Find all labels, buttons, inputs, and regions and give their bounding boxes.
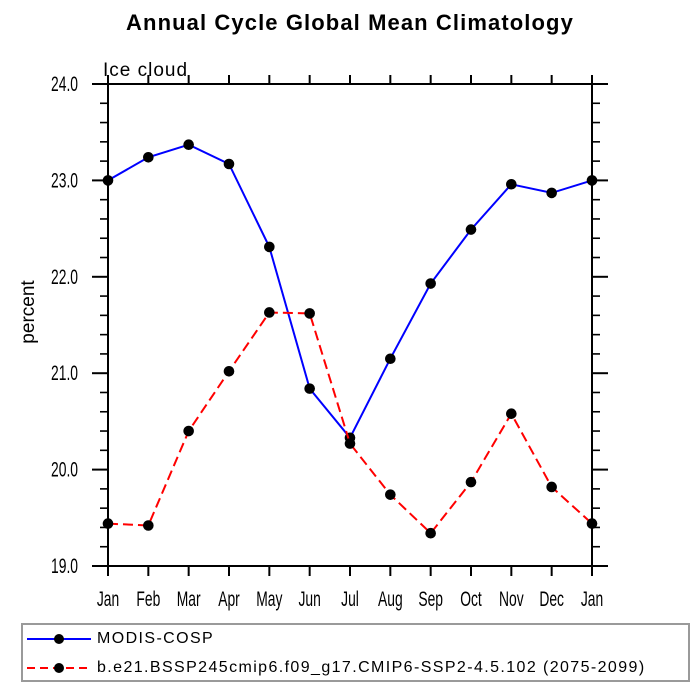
legend-label: MODIS-COSP xyxy=(97,630,215,647)
x-axis-tick-label: Jan xyxy=(581,587,603,611)
data-point xyxy=(385,353,396,365)
data-point xyxy=(223,365,235,377)
y-axis-tick-label: 23.0 xyxy=(51,169,78,193)
data-point xyxy=(102,518,114,529)
y-axis-tick-label: 19.0 xyxy=(51,554,78,578)
x-axis-tick-label: Aug xyxy=(378,587,403,611)
data-point xyxy=(264,307,275,318)
x-axis-tick-label: Jun xyxy=(298,587,320,611)
legend: MODIS-COSP b.e21.BSSP245cmip6.f09_g17.CMI… xyxy=(21,623,690,682)
y-axis-tick-label: 21.0 xyxy=(51,361,78,385)
y-axis-tick-label: 24.0 xyxy=(51,72,78,96)
data-point xyxy=(183,139,194,151)
series-markers-1 xyxy=(102,307,598,539)
y-axis-title: percent xyxy=(18,280,39,344)
series-markers-0 xyxy=(102,139,598,444)
data-point xyxy=(183,425,194,437)
series-line-1 xyxy=(107,311,593,535)
x-axis-labels: Jan Feb Mar Apr May Jun Jul Aug Sep Oct Nov Dec Jan xyxy=(97,587,603,611)
data-point xyxy=(143,520,154,531)
y-axis-tick-label: 20.0 xyxy=(51,458,78,482)
y-major-ticks xyxy=(92,83,608,567)
data-point xyxy=(344,438,356,449)
x-axis-tick-label: Apr xyxy=(218,587,240,611)
x-axis-tick-label: Sep xyxy=(418,587,443,611)
data-point xyxy=(385,489,396,500)
legend-label: b.e21.BSSP245cmip6.f09_g17.CMIP6-SSP2-4.… xyxy=(97,659,646,676)
data-point xyxy=(223,158,235,170)
data-point xyxy=(546,481,557,493)
data-point xyxy=(304,308,315,319)
chart-title: Annual Cycle Global Mean Climatology xyxy=(126,10,574,35)
legend-item: MODIS-COSP xyxy=(27,628,214,650)
series-line-0 xyxy=(107,143,593,440)
y-axis-tick-label: 22.0 xyxy=(51,265,78,289)
data-point xyxy=(304,383,315,394)
x-axis-tick-label: Mar xyxy=(177,587,201,611)
x-axis-tick-label: Oct xyxy=(460,587,482,611)
data-point xyxy=(546,187,557,199)
legend-item: b.e21.BSSP245cmip6.f09_g17.CMIP6-SSP2-4.… xyxy=(27,657,646,679)
data-point xyxy=(102,175,114,186)
x-axis-tick-label: Jul xyxy=(341,587,359,611)
data-point xyxy=(425,527,436,539)
x-axis-tick-label: Feb xyxy=(136,587,160,611)
legend-marker xyxy=(54,663,64,673)
x-axis-tick-label: May xyxy=(256,587,282,611)
data-point xyxy=(586,518,598,529)
data-point xyxy=(465,476,477,488)
plot-frame xyxy=(107,83,593,567)
x-axis-tick-label: Dec xyxy=(539,587,564,611)
legend-line-sample xyxy=(27,663,91,673)
plot-subtitle: Ice cloud xyxy=(103,60,188,81)
x-ticks xyxy=(107,75,593,576)
data-point xyxy=(425,278,436,289)
legend-marker xyxy=(54,634,64,644)
data-point xyxy=(143,151,154,163)
data-point xyxy=(264,241,275,253)
legend-line-sample xyxy=(27,634,91,644)
x-axis-tick-label: Nov xyxy=(499,587,524,611)
data-point xyxy=(465,224,477,235)
y-minor-ticks xyxy=(100,102,600,548)
y-axis-labels: 19.0 20.0 21.0 22.0 23.0 24.0 xyxy=(51,72,78,578)
data-point xyxy=(586,175,598,186)
data-point xyxy=(506,178,517,190)
data-point xyxy=(506,408,517,419)
x-axis-tick-label: Jan xyxy=(97,587,119,611)
